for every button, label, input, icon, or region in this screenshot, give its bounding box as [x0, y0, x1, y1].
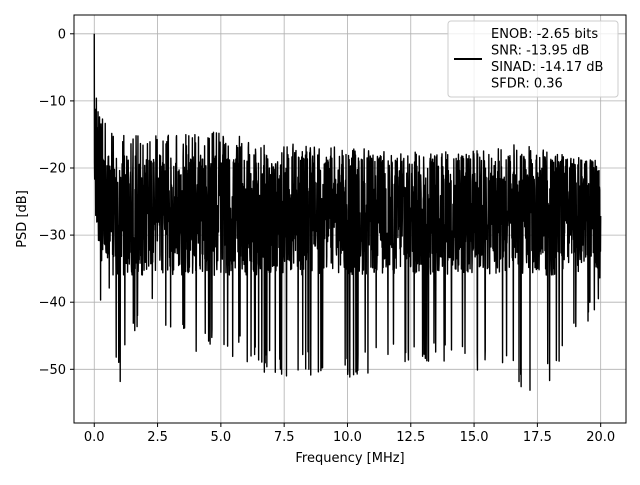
y-tick-label: −30: [39, 229, 66, 244]
legend-snr: SNR: -13.95 dB: [491, 44, 589, 59]
x-tick-label: 0.0: [84, 430, 105, 445]
legend-enob: ENOB: -2.65 bits: [491, 27, 598, 42]
y-tick-label: 0: [58, 27, 66, 42]
x-tick-label: 7.5: [274, 430, 295, 445]
x-tick-label: 5.0: [211, 430, 232, 445]
y-axis-label: PSD [dB]: [15, 190, 30, 248]
y-tick-label: −10: [39, 94, 66, 109]
x-tick-label: 2.5: [147, 430, 168, 445]
legend-sfdr: SFDR: 0.36: [491, 77, 563, 92]
legend-box: [447, 20, 619, 98]
x-tick-label: 10.0: [333, 430, 362, 445]
x-tick-label: 15.0: [460, 430, 489, 445]
y-tick-label: −50: [39, 363, 66, 378]
plot-frame: [73, 14, 627, 424]
legend-sinad: SINAD: -14.17 dB: [491, 60, 603, 75]
y-tick-label: −40: [39, 296, 66, 311]
x-tick-label: 17.5: [523, 430, 552, 445]
x-axis-label: Frequency [MHz]: [295, 451, 404, 466]
legend: ENOB: -2.65 bits SNR: -13.95 dB SINAD: -…: [447, 20, 619, 98]
x-tick-label: 20.0: [586, 430, 615, 445]
y-tick-label: −20: [39, 162, 66, 177]
x-tick-label: 12.5: [396, 430, 425, 445]
tick-layer: 0.0 2.5 5.0 7.5 10.0 12.5 15.0 17.5 20.0 0 −10 −20 −…: [39, 27, 616, 445]
data-layer: [93, 33, 602, 391]
psd-series-line: [93, 33, 602, 391]
